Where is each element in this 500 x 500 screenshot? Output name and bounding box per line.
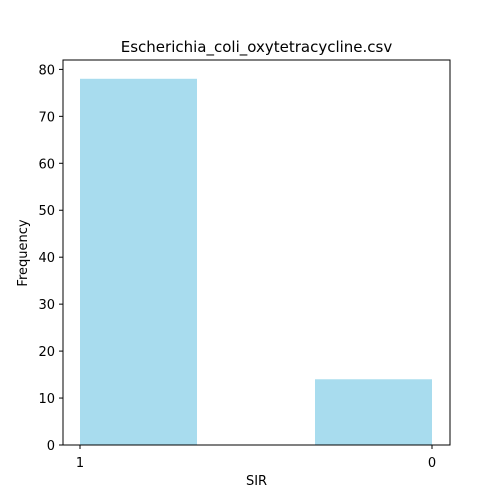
y-tick-label: 80	[38, 63, 55, 78]
y-tick-label: 40	[38, 251, 55, 266]
bar-group	[80, 78, 432, 445]
y-tick-label: 10	[38, 392, 55, 407]
y-tick-label: 60	[38, 157, 55, 172]
bar-1	[80, 78, 197, 445]
x-axis-label: SIR	[246, 474, 267, 489]
plot-frame	[62, 59, 451, 446]
y-tick-label: 0	[47, 439, 55, 454]
chart-title: Escherichia_coli_oxytetracycline.csv	[121, 38, 393, 57]
y-tick-label: 70	[38, 110, 55, 125]
y-tick-label: 20	[38, 345, 55, 360]
y-axis: 0 10 20 30 40 50 60 70 80	[38, 63, 63, 454]
y-tick-label: 50	[38, 204, 55, 219]
bar-0	[315, 379, 432, 445]
y-tick-label: 30	[38, 298, 55, 313]
x-tick-label: 1	[76, 456, 84, 471]
x-tick-label: 0	[428, 456, 436, 471]
y-axis-label: Frequency	[16, 219, 31, 286]
